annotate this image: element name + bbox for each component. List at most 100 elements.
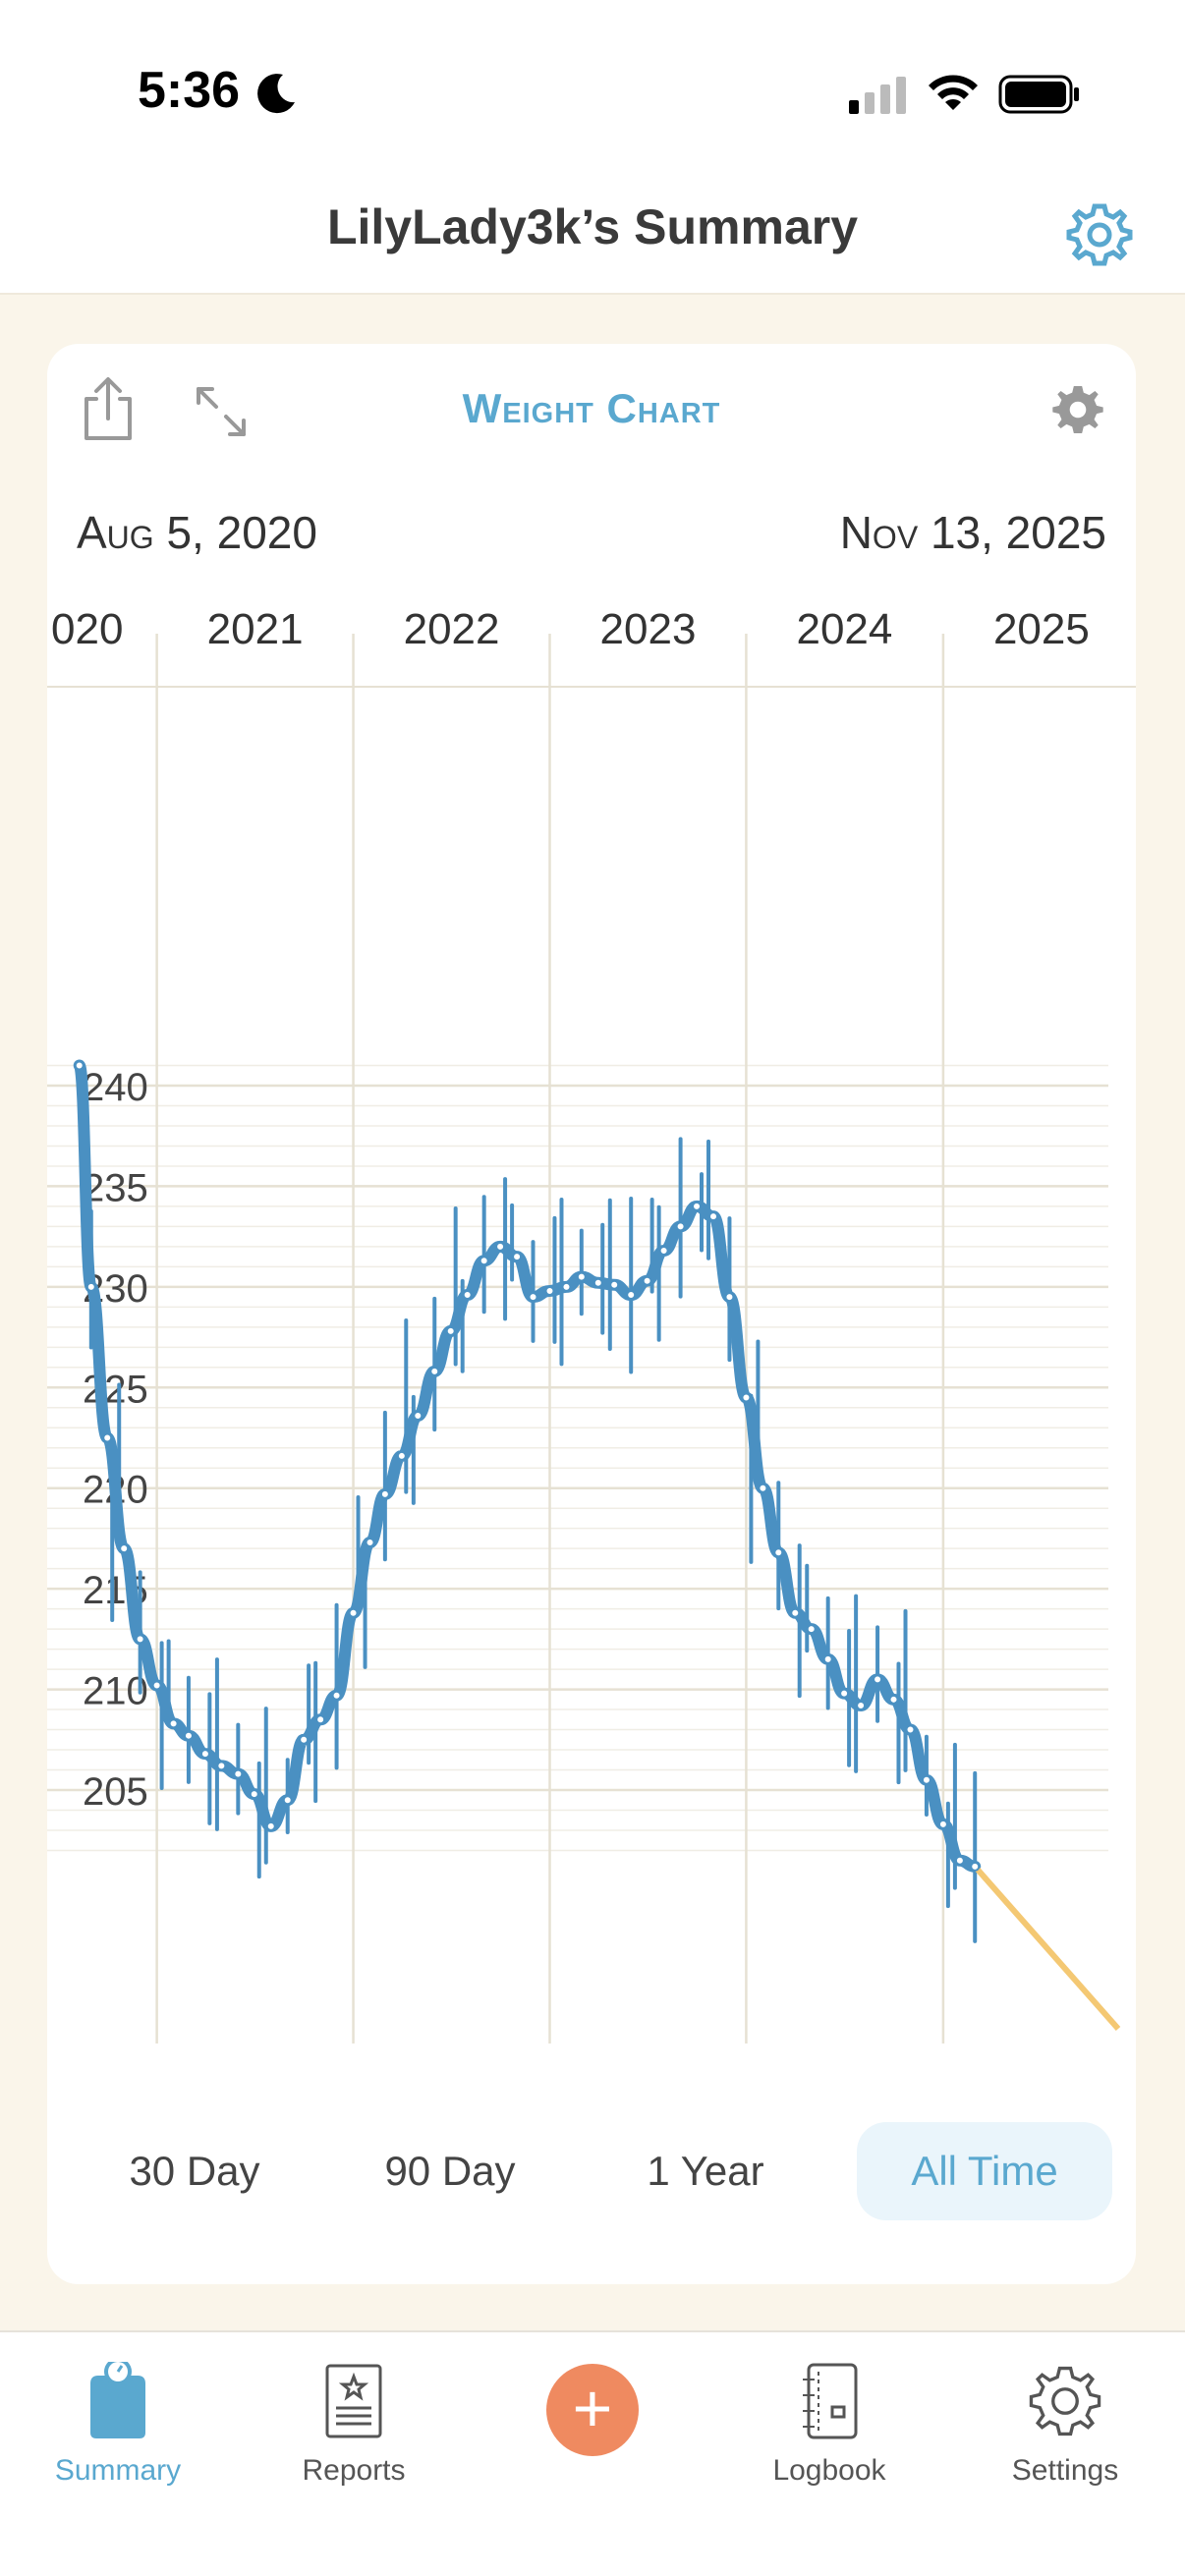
data-point xyxy=(806,1624,817,1635)
data-point xyxy=(445,1325,456,1336)
data-point xyxy=(822,1653,833,1664)
tab-bar: Summary Reports + xyxy=(0,2330,1185,2576)
moon-icon xyxy=(257,74,295,114)
data-point xyxy=(265,1820,276,1831)
data-point xyxy=(479,1256,489,1266)
status-time: 5:36 xyxy=(138,62,241,119)
data-point xyxy=(708,1211,719,1222)
data-point xyxy=(773,1547,784,1558)
page-title: LilyLady3k’s Summary xyxy=(326,199,859,254)
expand-icon[interactable] xyxy=(195,385,248,438)
data-point xyxy=(790,1607,801,1618)
range-all-time-button[interactable]: All Time xyxy=(857,2122,1112,2220)
x-tick-label: 2023 xyxy=(600,605,697,653)
data-point xyxy=(365,1538,375,1548)
range-30-day-button[interactable]: 30 Day xyxy=(129,2148,260,2194)
data-point xyxy=(462,1290,473,1301)
scale-icon xyxy=(90,2362,145,2438)
settings-gear-icon[interactable] xyxy=(1065,200,1134,269)
chart-end-date: Nov 13, 2025 xyxy=(839,507,1106,558)
data-point xyxy=(675,1221,686,1232)
data-point xyxy=(724,1292,735,1303)
data-point xyxy=(856,1700,867,1710)
data-point xyxy=(758,1483,768,1493)
data-point xyxy=(658,1245,669,1256)
data-point xyxy=(379,1488,390,1499)
tab-reports[interactable]: Reports xyxy=(236,2332,472,2576)
data-point xyxy=(873,1674,883,1685)
add-entry-button[interactable]: + xyxy=(546,2364,639,2456)
data-point xyxy=(609,1279,620,1290)
tab-logbook-label: Logbook xyxy=(772,2454,886,2487)
status-bar: 5:36 xyxy=(0,0,1185,167)
data-point xyxy=(168,1718,179,1729)
weight-chart-card: Weight Chart Aug 5, 2020 Nov 13, 2025 24… xyxy=(47,344,1136,2284)
data-point xyxy=(74,1060,85,1071)
data-point xyxy=(151,1680,162,1691)
logbook-icon xyxy=(803,2363,858,2439)
data-point xyxy=(315,1714,326,1725)
data-point xyxy=(102,1432,113,1443)
data-point xyxy=(233,1768,244,1779)
gear-icon xyxy=(1029,2366,1101,2436)
data-point xyxy=(249,1789,259,1800)
data-point xyxy=(544,1285,555,1296)
data-point xyxy=(396,1450,407,1461)
data-point xyxy=(954,1855,965,1866)
data-point xyxy=(592,1277,603,1288)
plot-area xyxy=(47,673,1136,2044)
data-point xyxy=(413,1410,423,1421)
data-point xyxy=(528,1292,538,1303)
y-tick-label: 240 xyxy=(83,1066,148,1109)
data-point xyxy=(119,1543,130,1554)
share-icon[interactable] xyxy=(79,375,138,444)
data-point xyxy=(561,1281,572,1292)
cellular-signal-icon xyxy=(849,77,906,114)
x-tick-label: 020 xyxy=(51,605,123,653)
data-point xyxy=(839,1688,850,1699)
range-selector: 30 Day 90 Day 1 Year All Time xyxy=(47,2122,1136,2220)
data-point xyxy=(512,1252,523,1262)
tab-summary[interactable]: Summary xyxy=(0,2332,236,2576)
data-point xyxy=(282,1795,293,1806)
x-tick-label: 2021 xyxy=(207,605,304,653)
chart-settings-gear-icon[interactable] xyxy=(1049,381,1106,438)
data-point xyxy=(331,1690,342,1701)
y-tick-label: 225 xyxy=(83,1368,148,1411)
chart-title: Weight Chart xyxy=(462,385,721,431)
tab-settings[interactable]: Settings xyxy=(947,2332,1183,2576)
tab-reports-label: Reports xyxy=(302,2454,406,2487)
data-point xyxy=(85,1281,96,1292)
data-point xyxy=(626,1290,637,1301)
data-point xyxy=(888,1694,899,1705)
data-point xyxy=(576,1271,587,1282)
wifi-icon xyxy=(929,75,978,110)
projection-line xyxy=(972,1864,1121,2031)
data-point xyxy=(495,1241,506,1252)
battery-icon xyxy=(998,75,1079,114)
data-point xyxy=(921,1774,931,1785)
tab-logbook[interactable]: Logbook xyxy=(711,2332,947,2576)
data-point xyxy=(642,1275,652,1286)
tab-summary-label: Summary xyxy=(54,2454,182,2487)
data-point xyxy=(970,1861,981,1872)
data-point xyxy=(741,1392,752,1403)
data-point xyxy=(905,1724,916,1735)
y-tick-label: 205 xyxy=(83,1770,148,1814)
range-90-day-button[interactable]: 90 Day xyxy=(384,2148,516,2194)
data-point xyxy=(135,1634,145,1645)
data-point xyxy=(199,1749,210,1760)
x-tick-label: 2025 xyxy=(993,605,1090,653)
report-icon xyxy=(325,2364,382,2438)
range-1-year-button[interactable]: 1 Year xyxy=(647,2148,764,2194)
data-point xyxy=(348,1607,359,1618)
chart-start-date: Aug 5, 2020 xyxy=(77,507,317,558)
y-tick-label: 235 xyxy=(83,1166,148,1209)
data-point xyxy=(299,1734,310,1745)
data-point xyxy=(183,1730,194,1741)
header: LilyLady3k’s Summary xyxy=(0,167,1185,295)
data-point xyxy=(429,1366,440,1376)
tab-settings-label: Settings xyxy=(1011,2454,1119,2487)
data-point xyxy=(937,1819,948,1829)
